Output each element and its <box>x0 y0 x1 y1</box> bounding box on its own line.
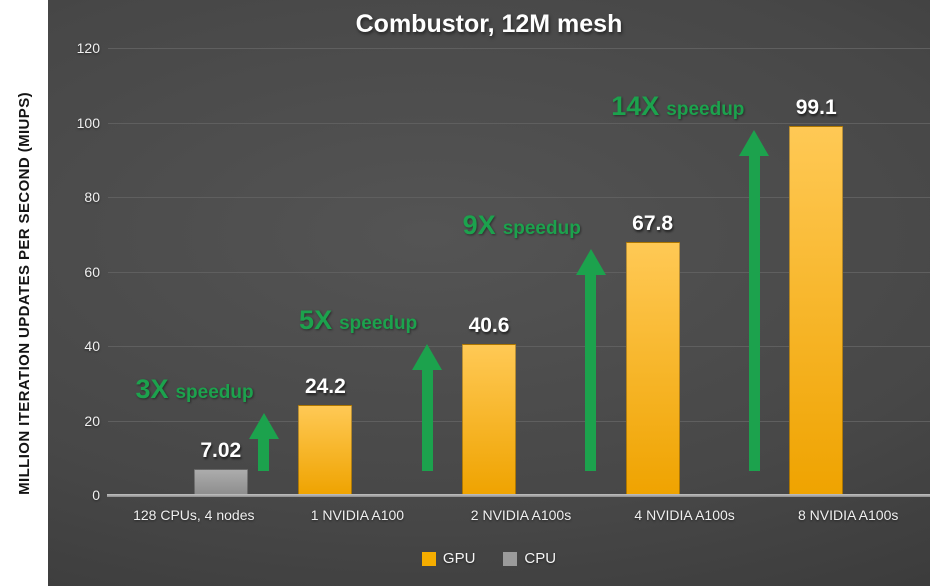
speedup-word: speedup <box>339 313 418 335</box>
speedup-label-5x: 5X speedup <box>299 305 417 336</box>
x-tick-label: 8 NVIDIA A100s <box>797 507 899 523</box>
x-axis-line <box>107 494 930 497</box>
speedup-arrow-shaft <box>585 273 597 471</box>
speedup-arrow-shaft <box>748 153 760 471</box>
y-tick-label-80: 80 <box>84 189 100 205</box>
gridline-60 <box>108 271 930 273</box>
speedup-arrow-shaft <box>258 437 270 471</box>
gridline-100 <box>108 122 930 124</box>
x-tick-label: 4 NVIDIA A100s <box>634 507 735 523</box>
y-axis-title-strip: MILLION ITERATION UPDATES PER SECOND (MI… <box>0 0 48 586</box>
y-tick-label-100: 100 <box>76 114 100 131</box>
bar-gpu-1 NVIDIA A100 <box>298 404 353 495</box>
speedup-multiplier: 5X <box>299 305 333 336</box>
legend: GPU CPU <box>48 550 930 567</box>
y-tick-label-40: 40 <box>84 338 100 354</box>
speedup-label-14x: 14X speedup <box>611 91 744 122</box>
speedup-arrow-head <box>739 129 770 156</box>
legend-swatch-gpu <box>421 551 436 566</box>
bar-value-label: 7.02 <box>200 438 242 462</box>
x-tick-label: 2 NVIDIA A100s <box>470 507 572 523</box>
legend-item-cpu: CPU <box>503 550 556 567</box>
y-tick-label-60: 60 <box>84 263 100 280</box>
bar-gpu-8 NVIDIA A100s <box>789 125 844 495</box>
y-axis-title: MILLION ITERATION UPDATES PER SECOND (MI… <box>15 91 33 495</box>
speedup-multiplier: 3X <box>135 374 169 405</box>
bar-value-label: 24.2 <box>304 374 346 398</box>
speedup-arrow-head <box>575 249 606 276</box>
legend-item-gpu: GPU <box>421 550 476 567</box>
bar-value-label: 40.6 <box>468 313 510 337</box>
speedup-arrow-head <box>412 344 443 371</box>
y-tick-label-120: 120 <box>76 40 100 56</box>
legend-label: GPU <box>442 550 476 567</box>
bar-gpu-2 NVIDIA A100s <box>462 343 516 495</box>
legend-label: CPU <box>524 550 557 567</box>
speedup-arrow-head <box>248 413 279 440</box>
bar-gpu-4 NVIDIA A100s <box>625 242 680 495</box>
legend-swatch-cpu <box>503 551 518 566</box>
y-tick-label-20: 20 <box>84 412 100 429</box>
bar-cpu-128 CPUs, 4 nodes <box>193 468 248 495</box>
speedup-multiplier: 9X <box>462 210 496 241</box>
gridline-120 <box>108 48 930 49</box>
gridline-80 <box>108 197 930 198</box>
speedup-label-3x: 3X speedup <box>135 374 253 405</box>
speedup-multiplier: 14X <box>611 90 660 121</box>
x-tick-label: 128 CPUs, 4 nodes <box>133 507 255 523</box>
gridline-40 <box>108 346 930 347</box>
speedup-label-9x: 9X speedup <box>463 210 581 241</box>
y-tick-label-0: 0 <box>92 487 100 503</box>
speedup-arrow-shaft <box>421 368 433 471</box>
bar-value-label: 99.1 <box>795 95 837 119</box>
speedup-word: speedup <box>666 98 745 120</box>
bar-value-label: 67.8 <box>632 212 674 236</box>
x-tick-label: 1 NVIDIA A100 <box>310 507 405 523</box>
speedup-word: speedup <box>175 382 254 404</box>
speedup-word: speedup <box>502 218 581 240</box>
gridline-20 <box>108 420 930 422</box>
chart-title: Combustor, 12M mesh <box>355 10 623 38</box>
